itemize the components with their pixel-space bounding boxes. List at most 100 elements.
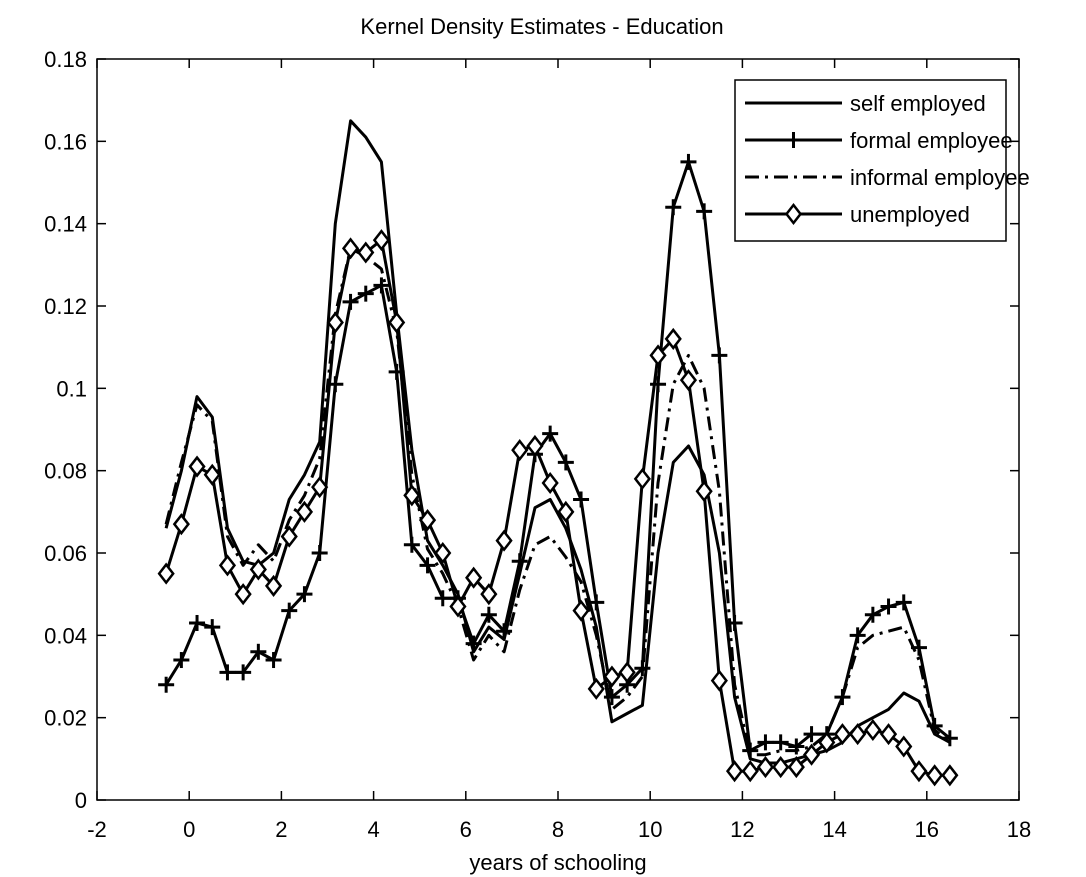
y-tick-label: 0.04: [44, 623, 87, 648]
legend-marker: [784, 202, 803, 226]
data-point-unemployed: [618, 661, 636, 684]
data-point-formal-employee: [419, 557, 436, 574]
y-tick-label: 0.08: [44, 459, 87, 484]
data-point-unemployed: [802, 743, 821, 766]
data-point-formal-employee: [342, 293, 359, 310]
legend: self employed formal employee informal emp…: [734, 79, 1030, 242]
data-point-formal-employee: [434, 590, 451, 607]
data-point-formal-employee: [849, 627, 866, 644]
data-point-unemployed: [833, 723, 852, 746]
data-point-formal-employee: [634, 660, 651, 677]
data-point-formal-employee: [864, 606, 881, 623]
y-tick-label: 0.16: [44, 129, 87, 154]
data-point-formal-employee: [772, 734, 789, 751]
data-point-unemployed: [418, 509, 437, 532]
data-point-unemployed: [541, 471, 559, 495]
data-point-formal-employee: [742, 742, 759, 759]
data-point-formal-employee: [235, 664, 252, 681]
data-point-formal-employee: [189, 614, 206, 631]
data-point-unemployed: [772, 756, 790, 779]
data-point-unemployed: [311, 476, 329, 499]
data-point-formal-employee: [895, 594, 912, 611]
y-tick-label: 0: [75, 788, 87, 813]
legend-label: formal employee: [850, 128, 1013, 153]
y-tick-label: 0.1: [56, 376, 87, 401]
data-point-unemployed: [388, 311, 406, 334]
data-point-formal-employee: [373, 277, 390, 294]
x-tick-label: 2: [275, 817, 287, 842]
series-line-unemployed: [164, 238, 950, 777]
legend-item: unemployed: [745, 202, 970, 227]
data-point-formal-employee: [665, 199, 682, 216]
y-tick-label: 0.02: [44, 706, 87, 731]
x-tick-label: 18: [1007, 817, 1031, 842]
data-point-formal-employee: [281, 602, 298, 619]
data-point-unemployed: [787, 756, 805, 779]
data-point-unemployed: [633, 467, 651, 490]
data-point-formal-employee: [588, 594, 605, 611]
data-point-unemployed: [725, 760, 744, 783]
legend-marker: [785, 132, 802, 148]
x-tick-label: 0: [183, 817, 195, 842]
y-tick-label: 0.06: [44, 541, 87, 566]
x-tick-label: 6: [460, 817, 472, 842]
data-point-formal-employee: [834, 689, 851, 706]
data-point-formal-employee: [511, 553, 528, 570]
x-tick-label: 10: [638, 817, 662, 842]
data-point-unemployed: [218, 554, 237, 577]
data-point-unemployed: [188, 455, 206, 478]
y-tick-label: 0.18: [44, 47, 87, 72]
data-point-formal-employee: [696, 203, 713, 220]
data-point-unemployed: [157, 562, 175, 585]
data-point-unemployed: [264, 574, 283, 597]
legend-label: informal employee: [850, 165, 1030, 190]
data-point-unemployed: [434, 541, 452, 565]
x-tick-label: 4: [367, 817, 379, 842]
data-point-unemployed: [603, 665, 621, 688]
data-point-unemployed: [480, 583, 498, 606]
data-point-formal-employee: [788, 738, 805, 755]
data-point-formal-employee: [388, 363, 405, 380]
data-point-unemployed: [372, 229, 391, 252]
data-point-unemployed: [526, 434, 544, 458]
legend-item: formal employee: [745, 128, 1013, 153]
data-point-unemployed: [864, 718, 882, 742]
data-point-unemployed: [403, 484, 421, 507]
data-point-unemployed: [234, 583, 252, 606]
data-point-formal-employee: [250, 643, 267, 660]
series-line-self-employed: [164, 119, 951, 765]
data-point-formal-employee: [757, 734, 774, 751]
data-point-unemployed: [879, 723, 898, 746]
series-markers: [157, 153, 959, 787]
x-tick-label: -2: [87, 817, 107, 842]
data-point-unemployed: [941, 764, 959, 787]
data-point-formal-employee: [573, 491, 590, 508]
legend-item: self employed: [745, 91, 986, 116]
data-point-unemployed: [679, 369, 698, 392]
data-point-formal-employee: [480, 606, 497, 623]
data-point-unemployed: [249, 558, 267, 581]
series-line-formal-employee: [164, 160, 951, 753]
data-point-unemployed: [465, 566, 483, 589]
data-point-formal-employee: [941, 730, 958, 747]
data-point-formal-employee: [557, 454, 574, 471]
data-point-unemployed: [926, 764, 944, 787]
y-tick-label: 0.12: [44, 294, 87, 319]
data-point-formal-employee: [711, 347, 728, 364]
legend-label: self employed: [850, 91, 986, 116]
axis-ticks: -2 0 2 4 6 8 10 12 14 16 1800.020.040.060.080.10.1…: [44, 47, 1031, 842]
x-axis-title: years of schooling: [469, 850, 646, 875]
data-point-formal-employee: [403, 536, 420, 553]
data-point-formal-employee: [204, 619, 221, 636]
data-point-unemployed: [910, 760, 928, 783]
data-point-formal-employee: [880, 598, 897, 615]
data-point-unemployed: [357, 241, 375, 264]
data-point-unemployed: [203, 463, 221, 486]
data-point-formal-employee: [173, 652, 190, 669]
data-point-formal-employee: [926, 717, 943, 734]
data-point-unemployed: [587, 677, 605, 700]
data-point-formal-employee: [296, 586, 313, 603]
data-point-formal-employee: [603, 689, 620, 706]
data-point-unemployed: [557, 500, 575, 523]
data-point-unemployed: [495, 529, 513, 552]
